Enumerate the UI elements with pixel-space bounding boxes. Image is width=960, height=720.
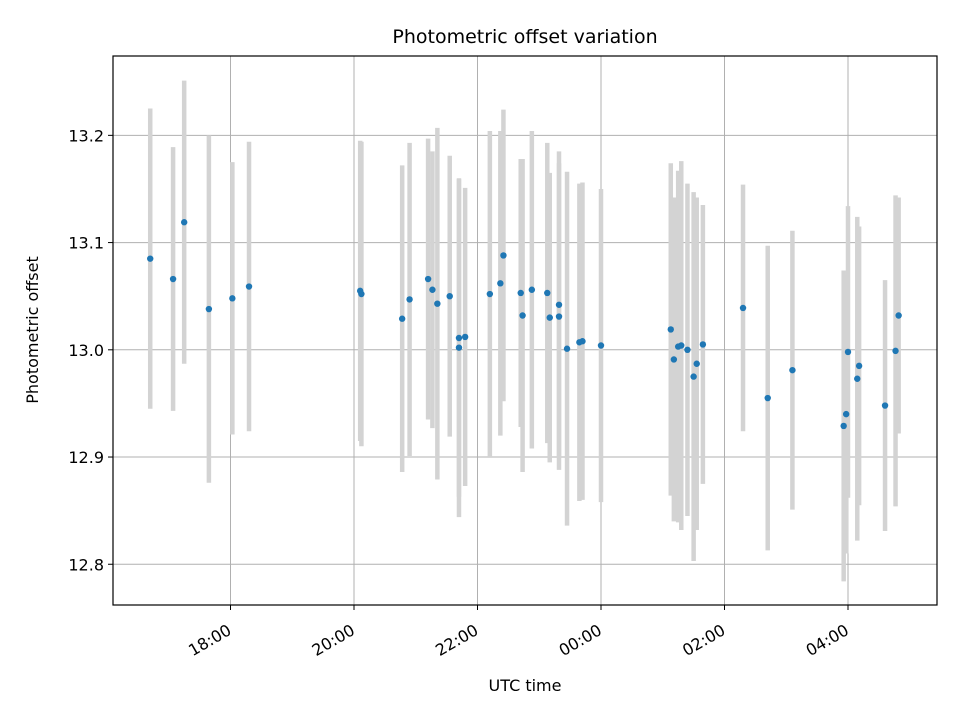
y-tick-label: 13.1 [68,234,104,253]
data-point [245,283,253,290]
data-point [424,275,432,283]
y-tick-label: 13.0 [68,341,104,360]
data-points [147,219,902,430]
data-point [555,313,563,320]
data-point [205,305,213,313]
plot-area [113,56,937,605]
data-point [690,373,697,380]
data-point [455,344,463,351]
data-point [597,342,605,349]
data-point [544,289,551,297]
data-point [169,275,177,283]
data-point [500,252,507,259]
plot-frame [112,55,938,606]
data-point [517,289,524,297]
data-point [739,304,747,312]
data-point [678,342,685,349]
data-point [855,362,863,370]
data-point [486,290,494,298]
data-point [699,341,707,348]
data-point [881,402,889,409]
data-point [546,314,553,321]
data-point [684,346,691,354]
x-axis-title: UTC time [489,676,562,695]
data-point [519,312,526,319]
data-point [693,360,700,367]
chart-title: Photometric offset variation [392,26,657,48]
data-point [844,348,852,356]
data-point [895,312,902,319]
data-point [789,366,796,374]
data-point [764,394,771,402]
data-point [667,326,674,333]
data-point [670,356,678,363]
data-point [854,375,861,382]
data-point [455,334,463,342]
data-point [579,338,586,345]
data-point [147,255,154,262]
data-point [842,410,850,418]
y-tick-label: 12.9 [68,448,104,467]
data-point [429,286,436,293]
data-point [892,347,899,355]
y-tick-label: 12.8 [68,555,104,574]
y-tick-label: 13.2 [68,126,104,145]
y-axis-title: Photometric offset [23,256,42,404]
data-point [180,219,188,226]
data-point [528,286,536,293]
data-point [555,301,563,308]
data-point [461,333,469,341]
data-point [563,345,571,352]
data-point [446,292,453,300]
data-point [398,315,406,322]
data-point [840,422,847,430]
y-axis-ticks: 12.8 12.9 13.0 13.1 13.2 [68,126,113,574]
data-point [434,300,441,307]
data-point [497,280,504,287]
data-point [229,295,236,302]
data-point [358,290,365,298]
data-point [406,296,413,303]
